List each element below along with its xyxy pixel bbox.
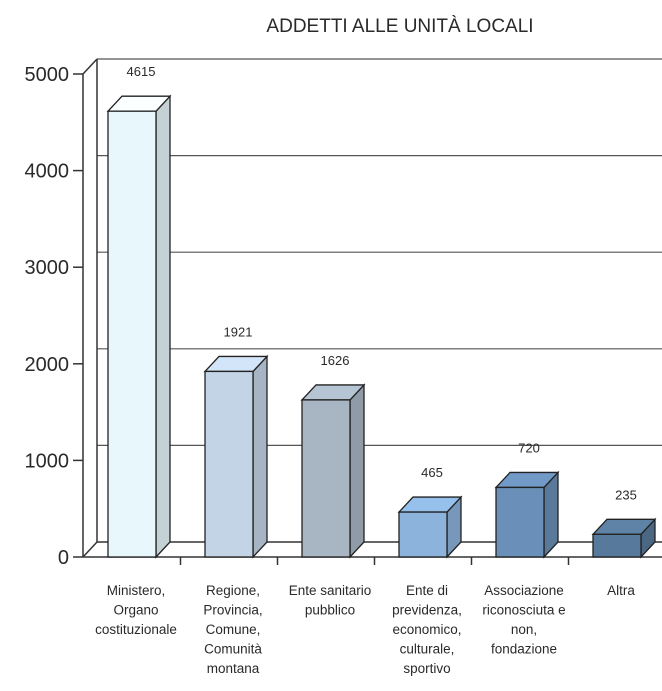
- bar-side: [252, 354, 268, 559]
- bar: 4615: [106, 64, 172, 559]
- bars: 4615 1921 1626 465 720 235: [106, 64, 657, 559]
- bar: 235: [591, 487, 657, 559]
- category-label-line: Associazione: [484, 583, 564, 598]
- category-label-line: sportivo: [403, 661, 450, 676]
- bar-front: [398, 511, 448, 558]
- bar-value-label: 1921: [224, 324, 253, 339]
- bar-side: [155, 94, 171, 559]
- category-label-line: Comune,: [206, 622, 261, 637]
- category-label-line: Ministero,: [107, 583, 166, 598]
- bar: 1921: [203, 324, 269, 559]
- chart-title: ADDETTI ALLE UNITÀ LOCALI: [266, 16, 533, 37]
- y-tick-label: 4000: [25, 161, 70, 183]
- bar: 465: [397, 465, 463, 559]
- category-label-line: economico,: [392, 622, 461, 637]
- top-depth-line: [82, 58, 98, 75]
- y-tick-label: 3000: [25, 257, 70, 279]
- bar-side: [349, 383, 365, 559]
- category-label: Regione, Provincia, Comune, Comunità montana: [203, 583, 262, 676]
- category-label-line: costituzionale: [95, 622, 177, 637]
- category-label: Ente sanitario pubblico: [289, 583, 372, 618]
- category-label-line: non,: [511, 622, 537, 637]
- category-label-line: Organo: [113, 603, 158, 618]
- bar-value-label: 4615: [127, 64, 156, 79]
- category-label-line: Ente di: [406, 583, 448, 598]
- category-label-line: pubblico: [305, 603, 355, 618]
- floor-depth-line: [82, 541, 98, 558]
- bar-front: [107, 110, 157, 558]
- category-label-line: Regione,: [206, 583, 260, 598]
- category-label-line: Comunità: [204, 642, 262, 657]
- category-label: Altra: [607, 583, 635, 598]
- y-tick-label: 1000: [25, 450, 70, 472]
- category-label-line: montana: [207, 661, 260, 676]
- bar-value-label: 1626: [321, 353, 350, 368]
- bar-front: [204, 370, 254, 558]
- y-tick-label: 5000: [25, 64, 70, 86]
- category-label-line: Provincia,: [203, 603, 262, 618]
- category-label: Ministero, Organo costituzionale: [95, 583, 177, 637]
- bar-value-label: 465: [421, 465, 443, 480]
- category-label: Ente di previdenza, economico, culturale, sp…: [392, 583, 462, 676]
- bar: 720: [494, 440, 560, 559]
- bar-value-label: 720: [518, 440, 540, 455]
- category-labels: Ministero, Organo costituzionale Regione, Pr…: [95, 557, 635, 676]
- bar: 1626: [300, 353, 366, 559]
- bar-front: [301, 399, 351, 558]
- bar-value-label: 235: [615, 487, 637, 502]
- category-label-line: Ente sanitario: [289, 583, 372, 598]
- category-label-line: culturale,: [400, 642, 455, 657]
- category-label: Associazione riconosciuta e non, fondazione: [482, 583, 565, 657]
- category-label-line: fondazione: [491, 642, 557, 657]
- category-label-line: Altra: [607, 583, 635, 598]
- bar-front: [495, 486, 545, 558]
- y-tick-label: 2000: [25, 354, 70, 376]
- bar-front: [592, 533, 642, 558]
- axes: [82, 58, 662, 558]
- y-axis-ticks: 0 1000 2000 3000 4000 5000: [25, 64, 83, 569]
- category-label-line: previdenza,: [392, 603, 462, 618]
- y-tick-label: 0: [58, 547, 69, 569]
- category-label-line: riconosciuta e: [482, 603, 565, 618]
- gridlines: [97, 58, 662, 446]
